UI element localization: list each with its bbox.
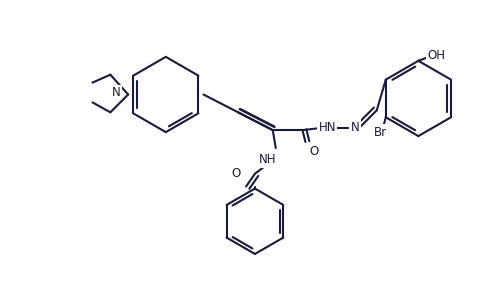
Text: OH: OH: [427, 49, 445, 62]
Text: O: O: [310, 145, 319, 158]
Text: Br: Br: [374, 126, 387, 139]
Text: N: N: [351, 121, 360, 134]
Text: N: N: [112, 86, 121, 99]
Text: NH: NH: [259, 153, 276, 166]
Text: HN: HN: [319, 121, 336, 134]
Text: O: O: [232, 167, 241, 180]
